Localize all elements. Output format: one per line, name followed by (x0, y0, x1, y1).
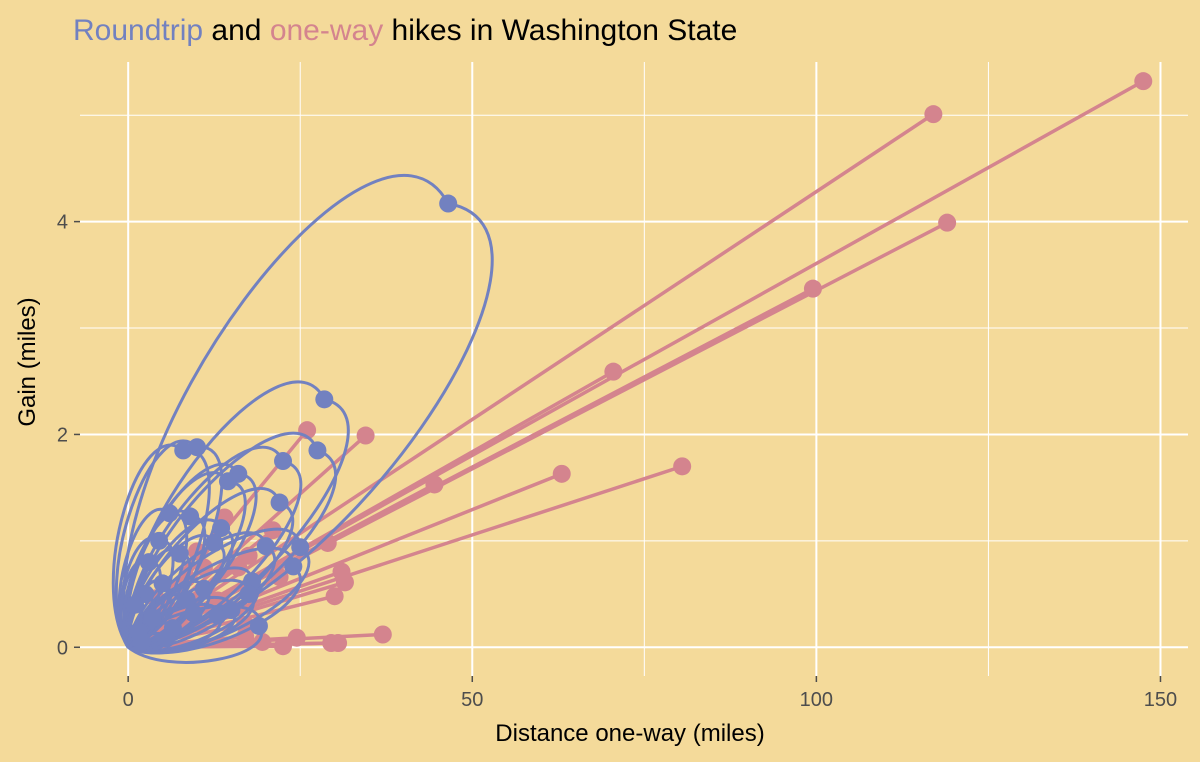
point-roundtrip (205, 533, 224, 552)
point-one-way (938, 213, 957, 232)
point-one-way (325, 587, 344, 606)
x-tick-label: 0 (123, 689, 134, 711)
point-one-way (1134, 72, 1153, 91)
plot-marks (111, 72, 1153, 664)
point-roundtrip (249, 616, 268, 635)
point-roundtrip (132, 632, 151, 651)
point-roundtrip (150, 531, 169, 550)
x-tick-label: 100 (800, 689, 833, 711)
point-roundtrip (181, 507, 200, 526)
point-roundtrip (139, 553, 158, 572)
point-roundtrip (126, 595, 145, 614)
point-roundtrip (439, 194, 458, 213)
point-roundtrip (315, 390, 334, 409)
title-part: one-way (270, 14, 383, 47)
point-one-way (803, 279, 822, 298)
point-roundtrip (174, 441, 193, 460)
point-roundtrip (212, 519, 231, 538)
point-roundtrip (184, 604, 203, 623)
title-part: hikes in Washington State (383, 14, 737, 47)
oneway-line (127, 370, 615, 649)
point-one-way (373, 625, 392, 644)
title-part: Roundtrip (73, 14, 203, 47)
point-one-way (425, 475, 444, 494)
y-tick-label: 4 (57, 212, 68, 234)
x-axis-ticks: 0 50 100 150 (123, 676, 1177, 711)
point-roundtrip (218, 472, 237, 491)
y-axis-label: Gain (miles) (14, 297, 41, 426)
point-roundtrip (284, 557, 303, 576)
point-roundtrip (270, 493, 289, 512)
point-roundtrip (208, 606, 227, 625)
oneway-line (127, 112, 935, 649)
point-roundtrip (160, 504, 179, 523)
point-roundtrip (239, 585, 258, 604)
y-tick-label: 2 (57, 424, 68, 446)
x-tick-label: 50 (461, 689, 483, 711)
point-roundtrip (222, 601, 241, 620)
point-one-way (673, 457, 692, 476)
title-part: and (203, 14, 270, 47)
point-one-way (604, 362, 623, 381)
point-one-way (322, 634, 341, 653)
y-axis-ticks: 0 2 4 (57, 212, 80, 659)
point-roundtrip (291, 538, 310, 557)
point-roundtrip (194, 579, 213, 598)
point-one-way (924, 105, 943, 124)
point-one-way (356, 426, 375, 445)
x-axis-label: Distance one-way (miles) (495, 720, 764, 747)
point-roundtrip (170, 544, 189, 563)
point-roundtrip (274, 452, 293, 471)
point-roundtrip (143, 608, 162, 627)
point-roundtrip (153, 574, 172, 593)
point-one-way (335, 573, 354, 592)
point-roundtrip (157, 629, 176, 648)
point-one-way (253, 632, 272, 651)
point-roundtrip (187, 438, 206, 457)
point-roundtrip (256, 537, 275, 556)
point-one-way (287, 628, 306, 647)
chart-title: Roundtrip and one-way hikes in Washingto… (73, 14, 737, 47)
point-one-way (274, 637, 293, 656)
point-one-way (552, 464, 571, 483)
y-tick-label: 0 (57, 637, 68, 659)
series-roundtrip-points (126, 194, 458, 651)
series-one-way-paths (126, 79, 1145, 650)
point-roundtrip (308, 441, 327, 460)
x-tick-label: 150 (1144, 689, 1177, 711)
point-roundtrip (177, 590, 196, 609)
